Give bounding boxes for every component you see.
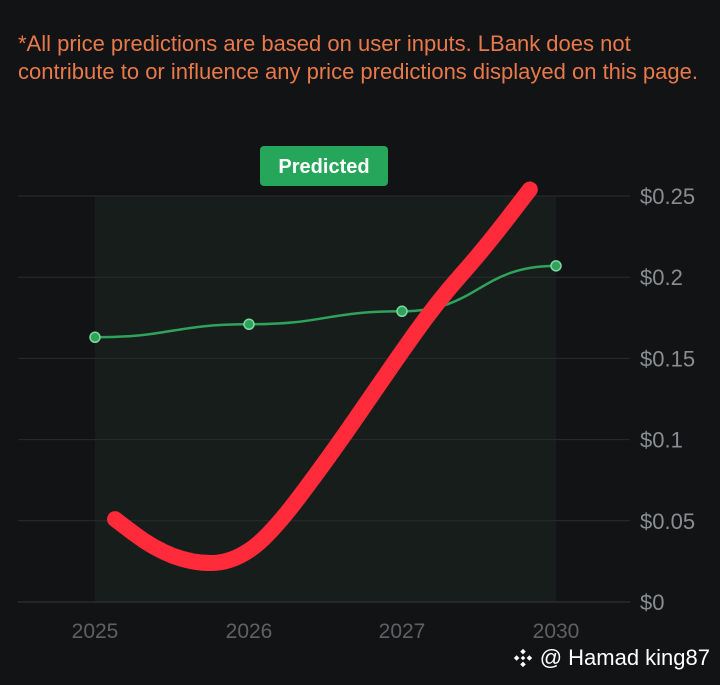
y-tick-label: $0.2 bbox=[640, 265, 683, 290]
series-layer bbox=[89, 260, 562, 344]
watermark: @ Hamad king87 bbox=[512, 645, 710, 671]
y-tick-label: $0 bbox=[640, 590, 664, 615]
y-tick-label: $0.15 bbox=[640, 346, 695, 371]
hand-drawn-annotation bbox=[107, 181, 538, 572]
x-tick-label: 2027 bbox=[379, 620, 426, 643]
y-tick-label: $0.1 bbox=[640, 428, 683, 453]
x-tick-label: 2025 bbox=[72, 620, 119, 643]
binance-logo-icon bbox=[513, 648, 532, 668]
predicted-badge-background bbox=[260, 146, 388, 186]
data-point bbox=[243, 318, 255, 331]
series-line bbox=[94, 264, 557, 339]
predicted-badge-label: Predicted bbox=[278, 156, 369, 178]
y-tick-label: $0.25 bbox=[640, 184, 695, 209]
x-tick-label: 2026 bbox=[226, 620, 273, 643]
data-point bbox=[550, 260, 562, 272]
x-axis-ticks: 2025 2026 2027 2030 bbox=[72, 620, 580, 643]
y-axis-ticks: $0.25 $0.2 $0.15 $0.1 $0.05 $0 bbox=[640, 184, 695, 615]
y-tick-label: $0.05 bbox=[640, 509, 695, 534]
annotation-stroke bbox=[107, 181, 538, 572]
watermark-text: @ Hamad king87 bbox=[539, 645, 710, 670]
data-point bbox=[89, 331, 101, 344]
data-point bbox=[396, 305, 408, 318]
disclaimer-text: *All price predictions are based on user… bbox=[18, 31, 698, 84]
x-tick-label: 2030 bbox=[533, 620, 580, 643]
predicted-badge: Predicted bbox=[260, 146, 388, 186]
